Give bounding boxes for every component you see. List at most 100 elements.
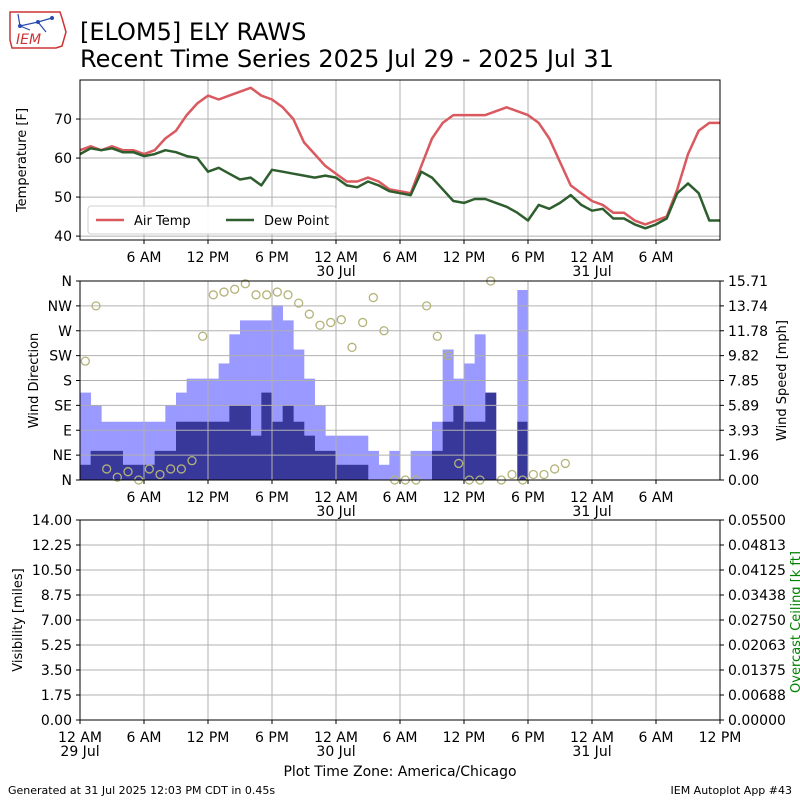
y-tick-label: 70 [54, 112, 72, 128]
speed-bar [442, 421, 454, 480]
direction-tick-label: W [58, 324, 72, 340]
x-tick-label: 12 AM [570, 250, 614, 266]
x-tick-label: 12 AM [314, 490, 358, 506]
gust-bar [165, 405, 177, 480]
speed-bar [357, 464, 369, 480]
direction-marker [304, 309, 314, 319]
speed-tick-label: 11.78 [728, 324, 768, 340]
speed-bar [186, 421, 198, 480]
speed-tick-label: 0.00 [728, 473, 759, 489]
y-axis-label-right: Wind Speed [mph] [775, 320, 790, 441]
x-tick-date-label: 29 Jul [60, 744, 99, 760]
direction-marker [326, 317, 336, 328]
speed-bar [176, 421, 187, 480]
speed-bar [314, 450, 326, 480]
direction-tick-label: SE [54, 398, 72, 414]
speed-bar [80, 464, 91, 480]
x-tick-label: 6 AM [382, 250, 417, 266]
visibility-tick-label: 5.25 [41, 638, 72, 654]
visibility-tick-label: 10.50 [32, 563, 72, 579]
speed-bar [453, 405, 465, 480]
logo-node-icon [18, 24, 22, 28]
legend-label: Dew Point [264, 214, 329, 229]
plot-frame [79, 79, 721, 241]
direction-marker [208, 290, 218, 300]
direction-marker [240, 279, 250, 289]
x-tick-label: 12 PM [443, 730, 486, 746]
x-tick-label: 12 PM [699, 730, 742, 746]
x-tick-label: 6 AM [638, 490, 673, 506]
y-axis-label: Temperature [F] [15, 108, 30, 213]
chart-title-line2: Recent Time Series 2025 Jul 29 - 2025 Ju… [80, 45, 614, 73]
direction-marker [443, 350, 453, 361]
ceiling-tick-label: 0.00688 [728, 688, 786, 704]
speed-bar [293, 421, 305, 480]
speed-bar [272, 421, 283, 480]
direction-marker [336, 315, 346, 325]
speed-bar [250, 435, 262, 480]
chart-legend: Air Temp Dew Point [87, 205, 337, 235]
speed-bar [282, 405, 294, 480]
gust-bar [240, 320, 251, 480]
ceiling-tick-label: 0.02063 [728, 638, 786, 654]
x-tick-label: 6 PM [511, 250, 545, 266]
iem-logo: IEM [9, 11, 67, 49]
direction-marker [550, 464, 560, 474]
gust-bar [346, 435, 358, 480]
ceiling-tick-label: 0.03438 [728, 588, 786, 604]
x-tick-date-label: 31 Jul [572, 504, 611, 520]
y-axis-label-right: Overcast Ceiling [k ft] [789, 551, 800, 693]
visibility-tick-label: 12.25 [32, 538, 72, 554]
direction-marker [166, 464, 176, 474]
gust-bar [250, 320, 262, 480]
speed-bar [517, 421, 529, 480]
gust-bar [90, 405, 102, 480]
speed-bar [122, 464, 134, 480]
x-tick-label: 12 PM [187, 730, 230, 746]
direction-marker [144, 464, 154, 474]
x-tick-label: 12 AM [570, 490, 614, 506]
direction-marker [368, 292, 378, 303]
speed-bar [90, 450, 102, 480]
gust-bar [474, 334, 486, 480]
x-tick-label: 6 AM [126, 730, 161, 746]
speed-bar [485, 392, 497, 480]
x-tick-label: 6 PM [255, 490, 289, 506]
gust-bar [314, 405, 326, 480]
speed-bar [133, 464, 145, 480]
direction-tick-label: NE [53, 448, 72, 464]
direction-marker [294, 298, 304, 308]
direction-marker [219, 287, 229, 297]
visibility-tick-label: 1.75 [41, 688, 72, 704]
timezone-label: Plot Time Zone: America/Chicago [283, 764, 516, 780]
x-tick-label: 6 AM [382, 490, 417, 506]
visibility-tick-label: 0.00 [41, 713, 72, 729]
gust-bar [517, 289, 529, 480]
direction-marker [283, 290, 293, 300]
x-tick-label: 6 AM [638, 730, 673, 746]
y-axis-label-left: Wind Direction [27, 333, 42, 429]
plot-frame [79, 519, 721, 721]
gust-bar [144, 421, 155, 480]
logo-node-icon [50, 16, 54, 20]
gust-bar [282, 320, 294, 480]
speed-bar [432, 450, 443, 480]
x-tick-date-label: 30 Jul [316, 264, 355, 280]
direction-marker [198, 331, 208, 341]
ceiling-tick-label: 0.00000 [728, 713, 786, 729]
gust-bar [304, 378, 315, 480]
speed-bar [112, 450, 123, 480]
ceiling-tick-label: 0.01375 [728, 663, 786, 679]
gust-bar [272, 305, 283, 480]
speed-tick-label: 15.71 [728, 274, 768, 290]
gust-bar [410, 450, 422, 480]
x-tick-label: 6 AM [126, 490, 161, 506]
gust-bar [389, 450, 401, 480]
x-tick-label: 12 AM [314, 730, 358, 746]
gust-bar [378, 464, 390, 480]
direction-marker [80, 356, 90, 366]
